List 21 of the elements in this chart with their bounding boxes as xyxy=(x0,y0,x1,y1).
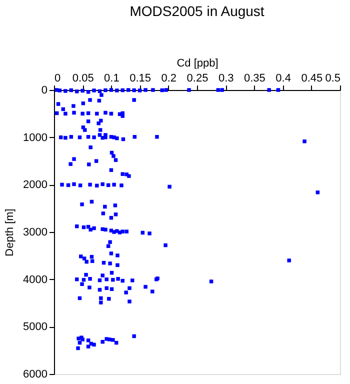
x-tick-label: 0.15 xyxy=(130,72,152,84)
chart-title: MODS2005 in August xyxy=(130,3,264,19)
x-tick-label: 0.3 xyxy=(218,72,234,84)
x-tick-label: 0.05 xyxy=(72,72,94,84)
x-tick-label: 0.2 xyxy=(161,72,177,84)
x-tick-label: 0.35 xyxy=(244,72,266,84)
y-tick-label: 0 xyxy=(41,84,48,96)
x-tick-label: 0.25 xyxy=(186,72,208,84)
x-axis-title: Cd [ppb] xyxy=(176,58,218,70)
x-tick-label: 0.1 xyxy=(104,72,120,84)
x-tick-label: 0.4 xyxy=(276,72,291,84)
y-tick-label: 4000 xyxy=(23,274,48,286)
x-tick-label: 0.45 xyxy=(301,72,323,84)
y-tick-label: 1000 xyxy=(23,132,48,144)
x-tick-label: 0 xyxy=(54,72,61,84)
y-tick-label: 2000 xyxy=(23,179,48,192)
y-tick-label: 5000 xyxy=(23,321,48,334)
x-tick-label: 0.5 xyxy=(325,72,340,84)
y-tick-label: 3000 xyxy=(23,226,48,238)
y-tick-label: 6000 xyxy=(23,368,48,380)
y-axis-title: Depth [m] xyxy=(4,208,16,256)
